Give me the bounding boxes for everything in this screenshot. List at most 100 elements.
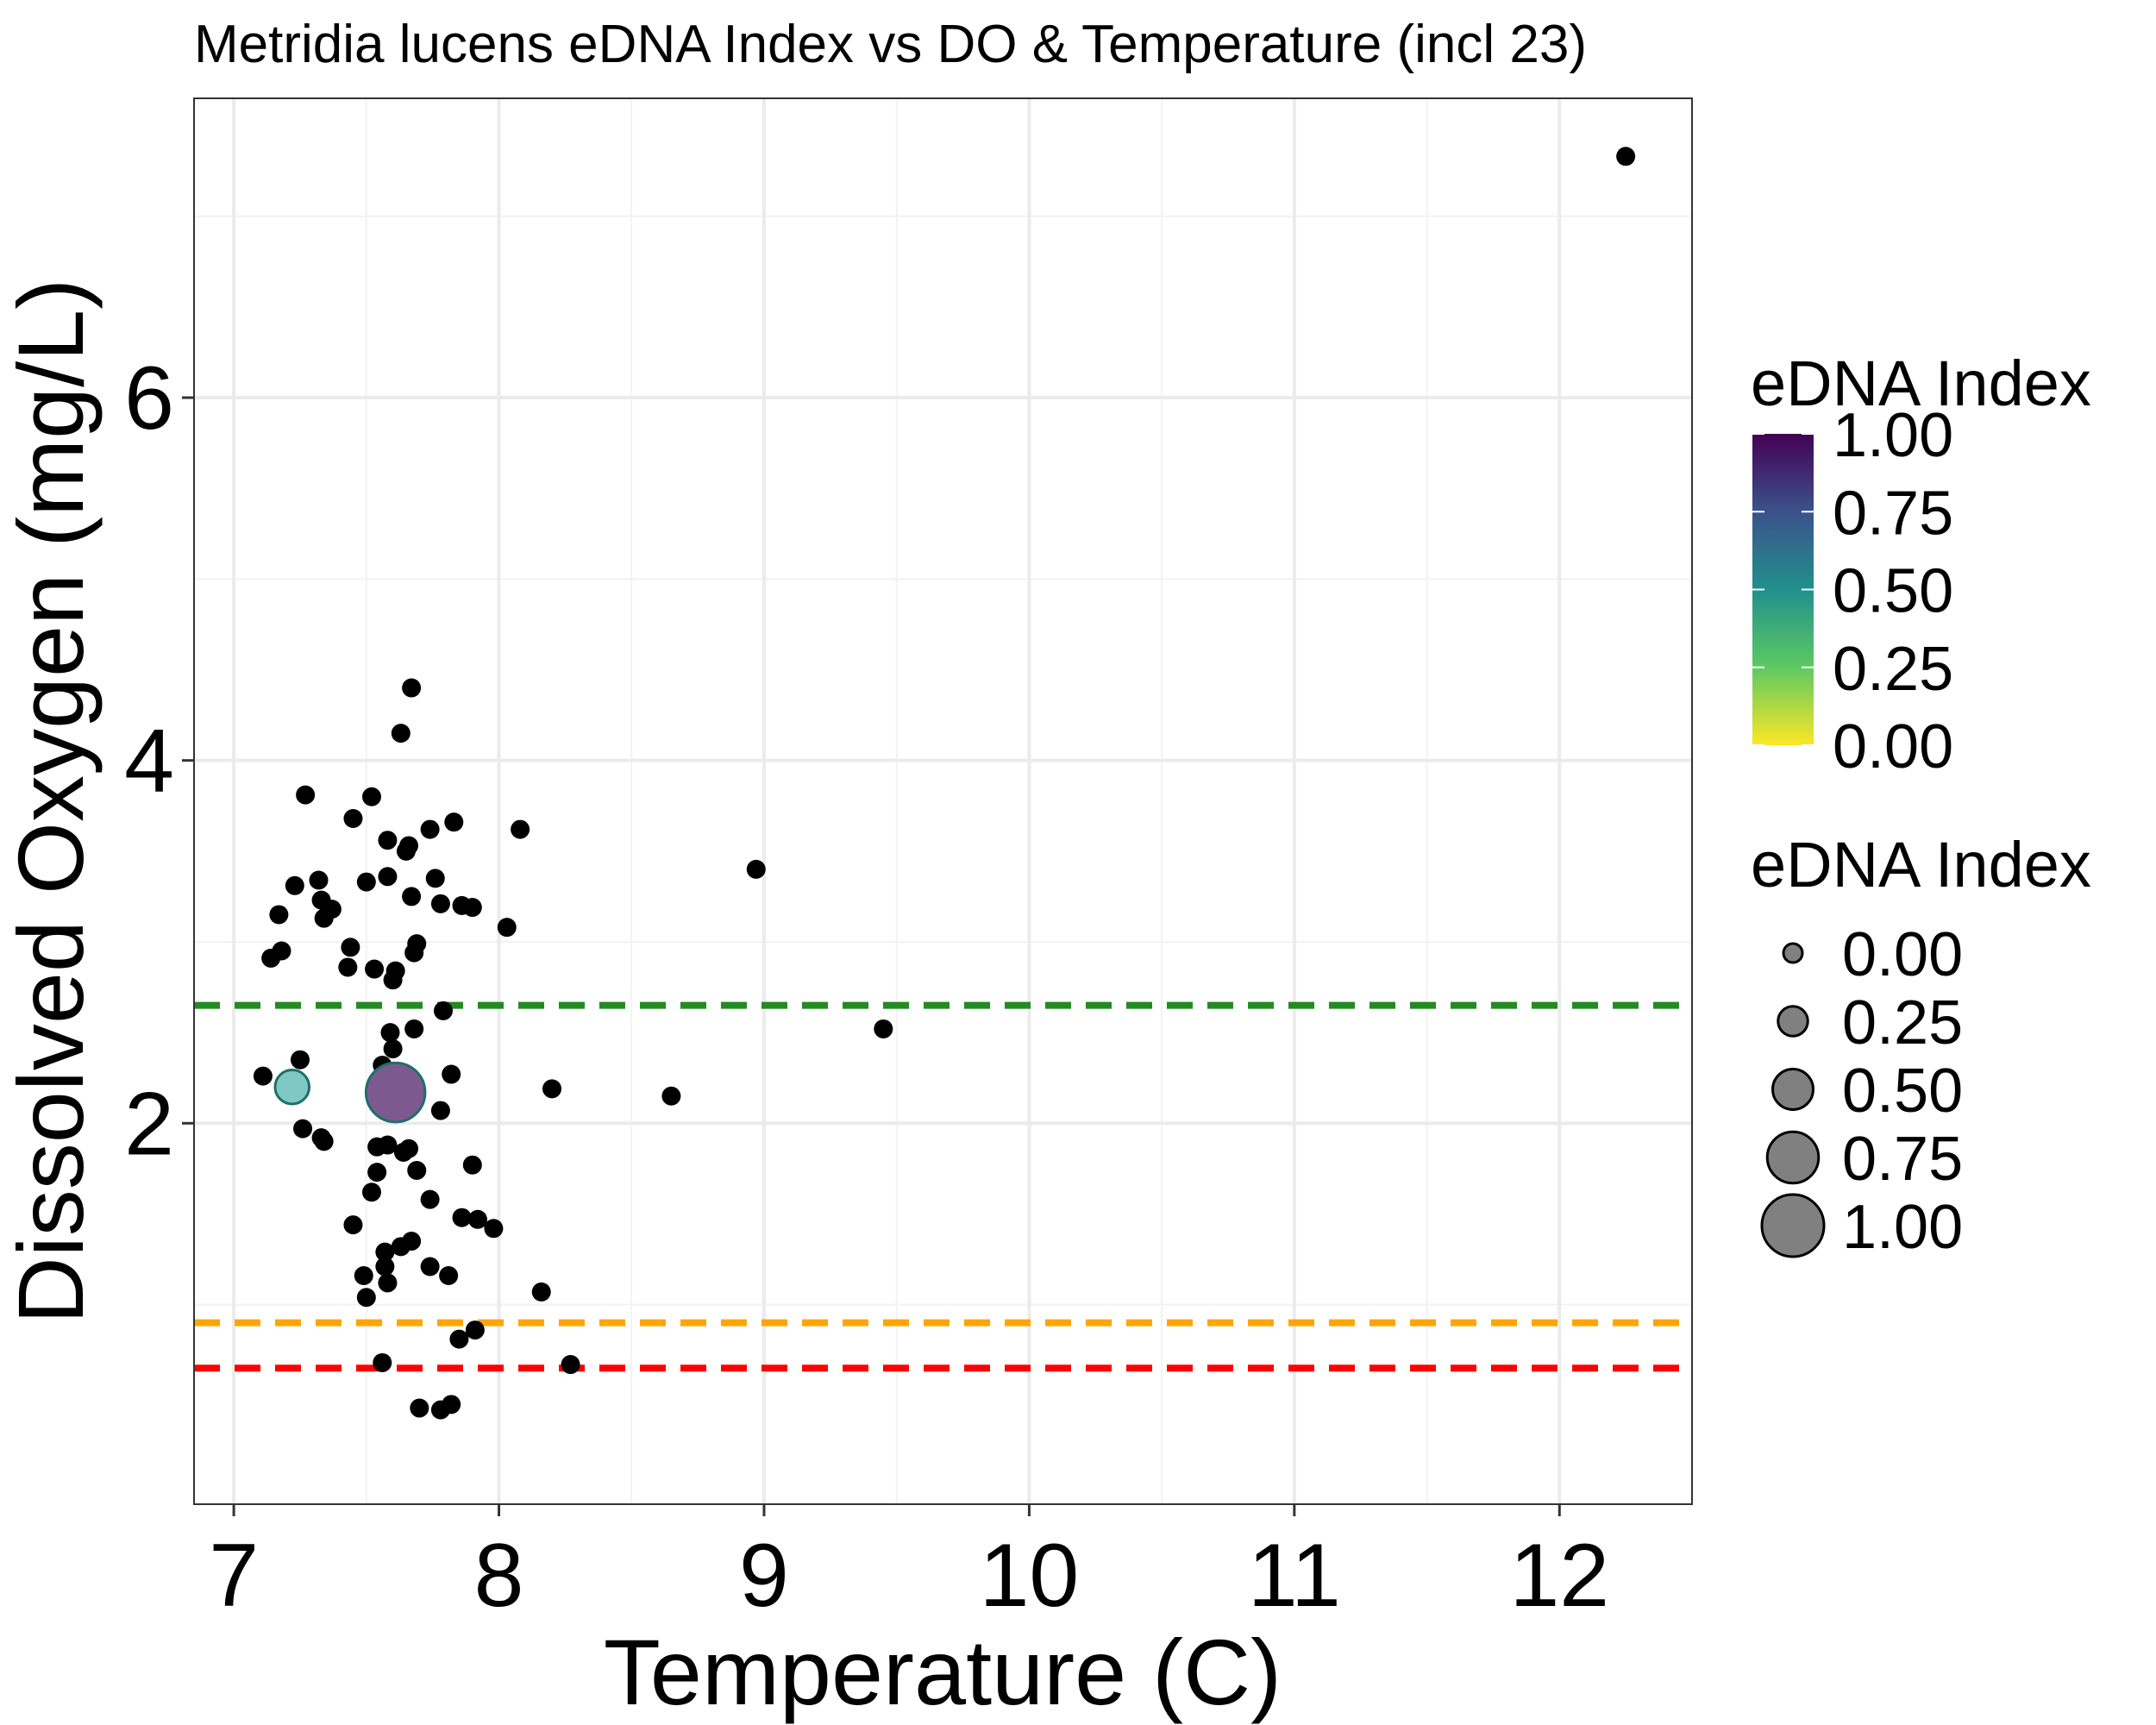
size-legend-label: 0.00 — [1842, 920, 1963, 989]
x-tick-label: 11 — [1248, 1526, 1341, 1626]
color-legend-title: eDNA Index — [1751, 348, 2091, 419]
x-tick-label: 12 — [1509, 1526, 1609, 1626]
data-point — [484, 1219, 504, 1239]
color-legend-label: 1.00 — [1833, 401, 1953, 470]
data-point — [430, 1101, 450, 1120]
size-legend-key — [1765, 1130, 1821, 1185]
data-point — [430, 1400, 450, 1420]
data-point — [420, 1257, 440, 1276]
data-point — [402, 887, 422, 906]
data-point — [391, 724, 411, 743]
grid-major — [194, 98, 1692, 1504]
data-point — [296, 785, 316, 805]
data-point — [354, 1265, 373, 1285]
data-point — [375, 1257, 395, 1276]
data-point — [465, 1320, 485, 1340]
data-point — [261, 948, 281, 968]
data-point — [746, 859, 766, 879]
data-point — [433, 1000, 453, 1020]
chart-title: Metridia lucens eDNA Index vs DO & Tempe… — [194, 15, 1587, 74]
color-legend-label: 0.25 — [1833, 635, 1953, 704]
data-point — [338, 957, 358, 977]
data-point — [290, 1050, 310, 1070]
color-legend-label: 0.00 — [1833, 712, 1953, 781]
data-point — [404, 943, 424, 963]
data-point — [365, 959, 385, 979]
size-legend-key — [1777, 1005, 1809, 1038]
x-axis-ticks: 7 8 9 10 11 12 — [209, 1504, 1609, 1626]
data-point — [378, 867, 398, 887]
data-point — [367, 1163, 387, 1182]
data-point — [378, 831, 398, 850]
data-point — [420, 1189, 440, 1209]
data-point — [375, 1242, 395, 1262]
data-point — [383, 970, 403, 990]
x-tick-label: 9 — [739, 1526, 789, 1626]
points — [253, 147, 1636, 1420]
y-tick-label: 2 — [124, 1074, 174, 1174]
data-point — [367, 1137, 387, 1157]
color-legend-label: 0.50 — [1833, 557, 1953, 626]
size-legend-key — [1771, 1068, 1814, 1111]
reference-lines — [194, 1001, 1692, 1372]
data-point — [425, 869, 445, 888]
y-tick-label: 4 — [124, 712, 174, 812]
data-point — [285, 875, 304, 895]
data-point — [314, 1132, 334, 1151]
x-tick-label: 8 — [474, 1526, 524, 1626]
x-tick-label: 7 — [209, 1526, 259, 1626]
data-point — [391, 1237, 411, 1257]
data-point — [561, 1355, 580, 1375]
data-point — [407, 1161, 427, 1181]
y-tick-label: 6 — [124, 348, 174, 448]
data-point — [341, 938, 360, 957]
data-point — [430, 894, 450, 913]
data-point-edna — [364, 1061, 427, 1124]
data-point — [444, 812, 464, 832]
data-point — [361, 1182, 381, 1202]
data-point — [874, 1019, 893, 1038]
grid-minor — [194, 98, 1692, 1504]
data-point — [442, 1064, 461, 1084]
data-point — [410, 1398, 429, 1418]
color-legend-label: 0.75 — [1833, 479, 1953, 548]
data-point — [402, 678, 422, 698]
size-legend-key — [1782, 942, 1804, 964]
size-legend-key — [1760, 1193, 1826, 1258]
data-point — [439, 1265, 459, 1285]
data-point — [343, 808, 363, 828]
data-point — [361, 787, 381, 806]
color-legend-ticks: 1.00 0.75 0.50 0.25 0.00 — [1752, 401, 1953, 781]
data-point — [449, 1329, 469, 1349]
plot-panel-border — [193, 97, 1693, 1505]
data-point — [511, 819, 530, 839]
size-legend-label: 0.50 — [1842, 1057, 1963, 1126]
data-point — [373, 1352, 392, 1372]
size-legend-label: 0.75 — [1842, 1125, 1963, 1194]
data-point — [497, 918, 517, 938]
data-point — [309, 870, 329, 890]
data-point — [383, 1039, 403, 1059]
data-point — [420, 819, 440, 839]
data-point — [380, 1023, 400, 1043]
data-point — [393, 1142, 413, 1162]
data-point — [356, 872, 376, 892]
data-point — [462, 898, 482, 918]
data-point — [542, 1079, 562, 1099]
data-point — [293, 1119, 313, 1138]
data-point — [314, 908, 334, 928]
data-point — [452, 1208, 472, 1227]
data-point — [462, 1155, 482, 1175]
data-point — [396, 841, 416, 861]
data-point — [343, 1215, 363, 1235]
data-point — [356, 1288, 376, 1308]
data-point — [467, 1209, 487, 1229]
data-point — [531, 1282, 551, 1302]
data-point-edna — [273, 1069, 311, 1106]
data-point — [661, 1086, 681, 1106]
data-point — [1616, 147, 1636, 166]
size-legend-label: 0.25 — [1842, 988, 1963, 1057]
data-point — [378, 1273, 398, 1293]
data-point — [269, 905, 289, 925]
